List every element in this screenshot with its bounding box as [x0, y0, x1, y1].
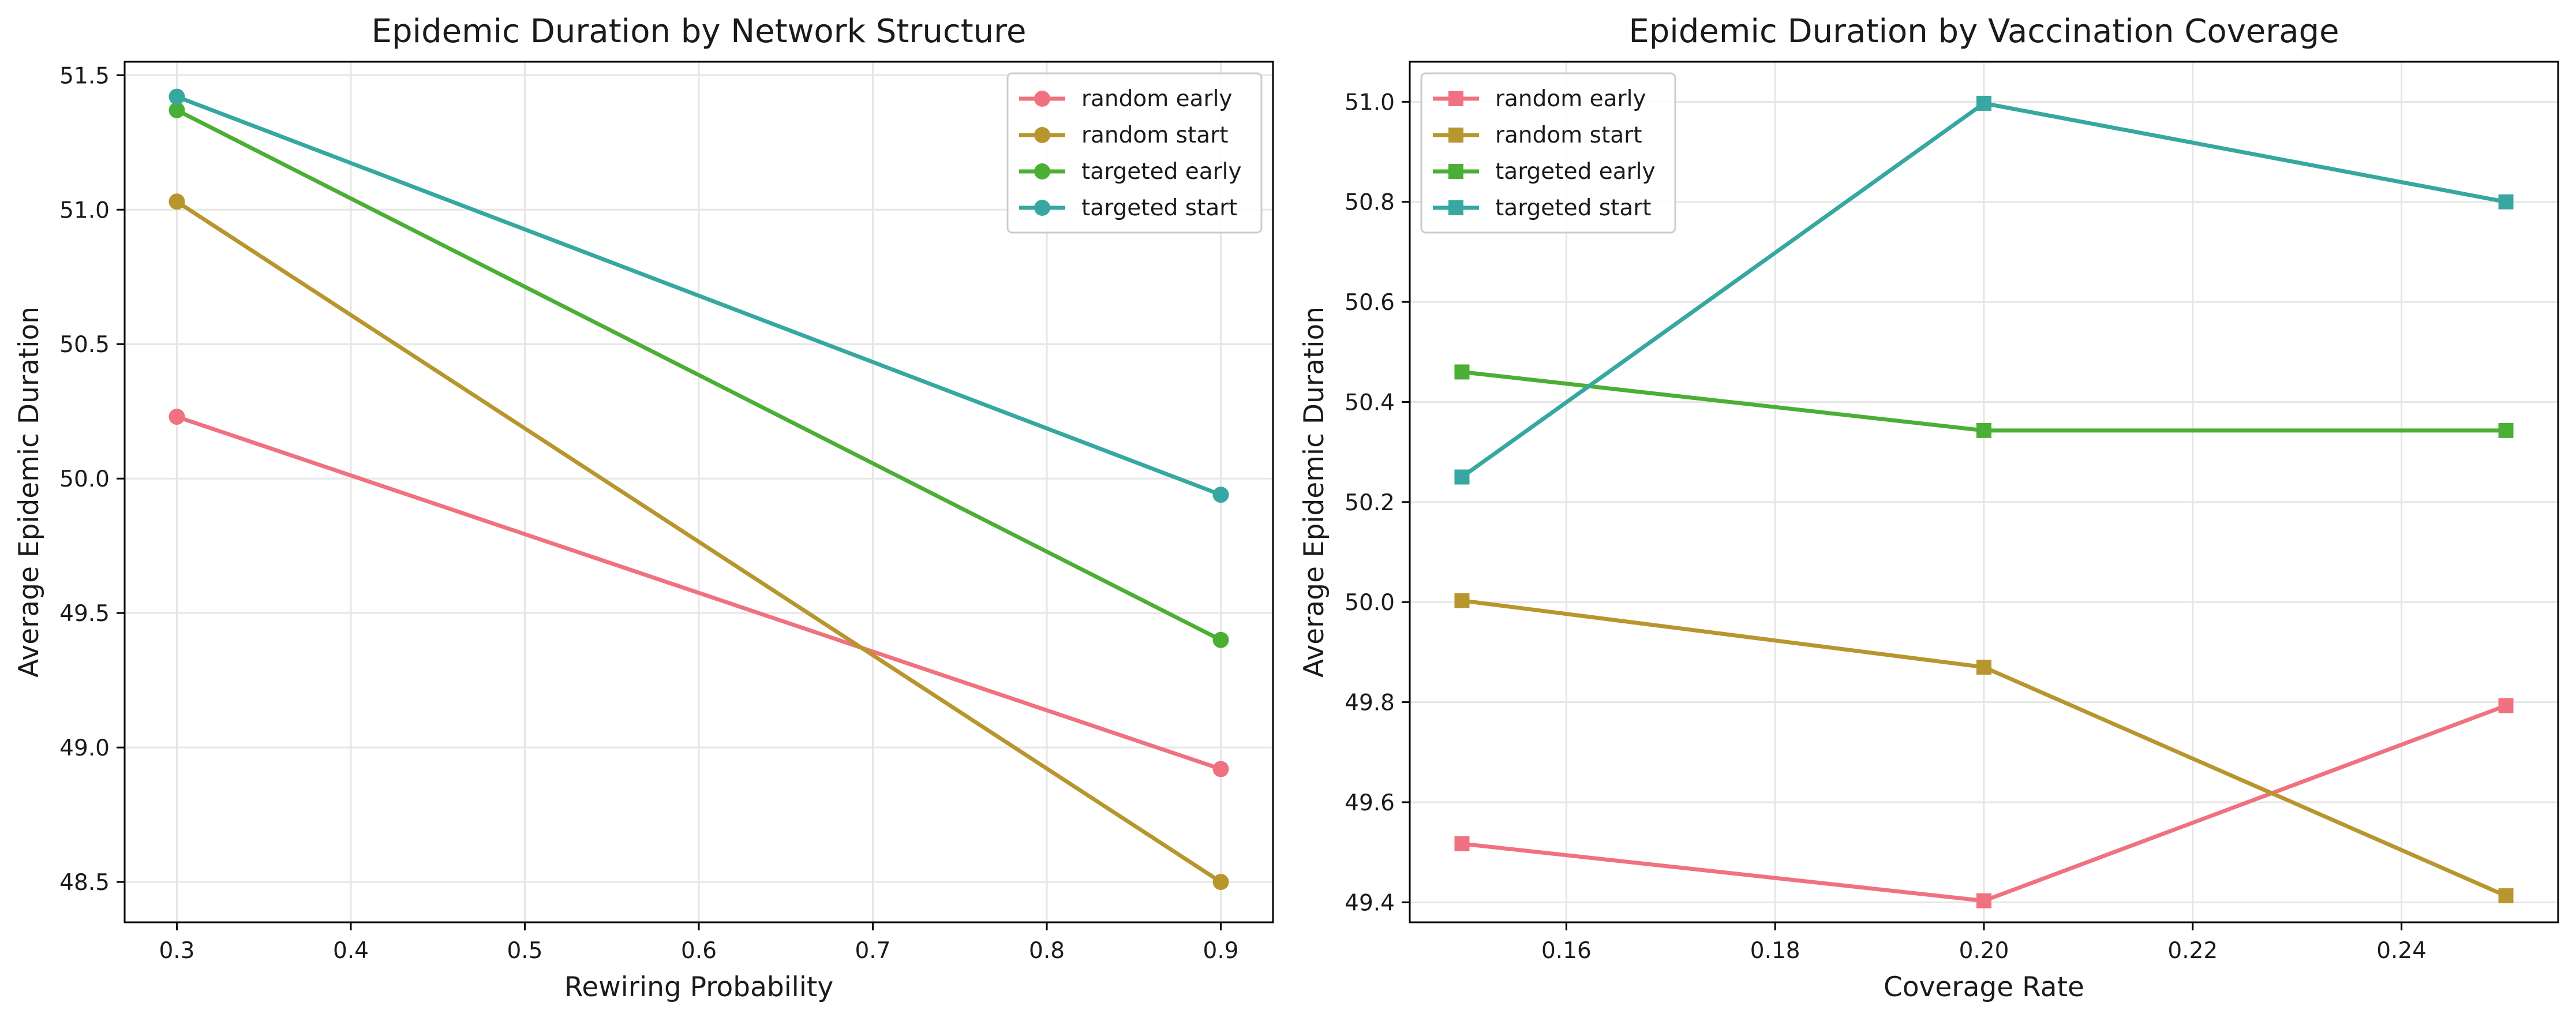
x-tick-label: 0.22: [2167, 938, 2218, 964]
data-point: [1454, 836, 1470, 851]
y-tick-label: 50.4: [1345, 390, 1395, 416]
data-point: [1454, 593, 1470, 608]
legend: random early random start targeted early ta…: [1420, 72, 1676, 234]
data-point: [1212, 487, 1229, 503]
series-line-targeted-start: [174, 95, 1223, 497]
legend-box: [1006, 72, 1263, 234]
y-tick-label: 51.0: [1345, 89, 1395, 115]
data-point: [1976, 95, 1991, 111]
data-point: [169, 409, 185, 425]
y-tick-label: 51.5: [59, 63, 110, 89]
x-tick-label: 0.6: [681, 938, 717, 964]
x-axis-label: Coverage Rate: [1884, 971, 2084, 1003]
y-tick-label: 50.0: [1345, 590, 1395, 616]
series-line-targeted-early: [174, 108, 1223, 642]
y-tick-label: 49.4: [1345, 890, 1395, 916]
data-point: [2498, 888, 2514, 904]
y-tick-label: 50.6: [1345, 290, 1395, 316]
data-point: [1976, 422, 1991, 438]
legend-swatch-marker: [1034, 163, 1050, 179]
y-axis-label: Average Epidemic Duration: [1298, 306, 1330, 678]
legend-label: targeted early: [1495, 159, 1656, 185]
y-tick-label: 50.0: [59, 466, 110, 492]
data-point: [1212, 631, 1229, 648]
legend-swatch-marker: [1448, 128, 1463, 143]
legend-label: targeted start: [1495, 195, 1652, 221]
legend-label: random early: [1081, 86, 1233, 112]
data-point: [1976, 893, 1991, 908]
legend-swatch-marker: [1448, 164, 1463, 179]
y-axis-label: Average Epidemic Duration: [13, 306, 45, 678]
x-tick-label: 0.5: [507, 938, 542, 964]
x-tick-label: 0.8: [1029, 938, 1065, 964]
y-tick-label: 51.0: [59, 197, 110, 223]
legend-label: targeted early: [1081, 159, 1242, 185]
y-tick-label: 49.0: [59, 735, 110, 761]
data-point: [1212, 874, 1229, 891]
data-point: [1212, 761, 1229, 777]
data-point: [2498, 698, 2514, 713]
y-tick-label: 48.5: [59, 870, 110, 896]
data-point: [2498, 194, 2514, 210]
legend-label: random early: [1495, 86, 1646, 112]
chart-panel-2: 0.16 0.18 0.20 0.22 0.24 49.4 49.6 49.8 50.0 50.2…: [1298, 13, 2559, 1003]
x-tick-label: 0.3: [159, 938, 194, 964]
chart-title: Epidemic Duration by Vaccination Coverag…: [1628, 13, 2339, 50]
x-tick-label: 0.9: [1203, 938, 1239, 964]
data-point: [1454, 364, 1470, 380]
legend-label: targeted start: [1081, 195, 1238, 221]
series-line-random-start: [174, 199, 1223, 884]
data-point: [2498, 422, 2514, 438]
legend-label: random start: [1081, 122, 1229, 148]
series-line-random-early: [174, 414, 1223, 771]
legend-swatch-marker: [1448, 91, 1463, 106]
x-tick-label: 0.20: [1959, 938, 2009, 964]
legend: random early random start targeted early ta…: [1006, 72, 1263, 234]
data-point: [1976, 659, 1991, 675]
x-tick-label: 0.7: [855, 938, 890, 964]
x-tick-label: 0.16: [1541, 938, 1592, 964]
chart-title: Epidemic Duration by Network Structure: [372, 13, 1027, 50]
y-tick-label: 49.8: [1345, 690, 1395, 716]
chart-panel-1: 0.3 0.4 0.5 0.6 0.7 0.8 0.9 48.5 49.0 49.5 50.0 50.…: [13, 13, 1274, 1003]
x-tick-label: 0.18: [1750, 938, 1800, 964]
y-tick-label: 50.5: [59, 332, 110, 358]
legend-swatch-marker: [1448, 200, 1463, 215]
legend-label: random start: [1495, 122, 1642, 148]
y-tick-label: 50.8: [1345, 190, 1395, 216]
legend-swatch-marker: [1034, 200, 1050, 216]
x-tick-label: 0.4: [333, 938, 369, 964]
legend-box: [1420, 72, 1676, 234]
y-tick-label: 49.6: [1345, 790, 1395, 816]
data-point: [169, 102, 185, 118]
y-tick-label: 49.5: [59, 601, 110, 627]
data-point: [169, 88, 185, 105]
data-point: [169, 193, 185, 210]
x-axis-label: Rewiring Probability: [564, 971, 833, 1003]
data-point: [1454, 469, 1470, 485]
legend-swatch-marker: [1034, 127, 1050, 143]
legend-swatch-marker: [1034, 91, 1050, 107]
y-tick-label: 50.2: [1345, 490, 1395, 516]
x-tick-label: 0.24: [2376, 938, 2427, 964]
